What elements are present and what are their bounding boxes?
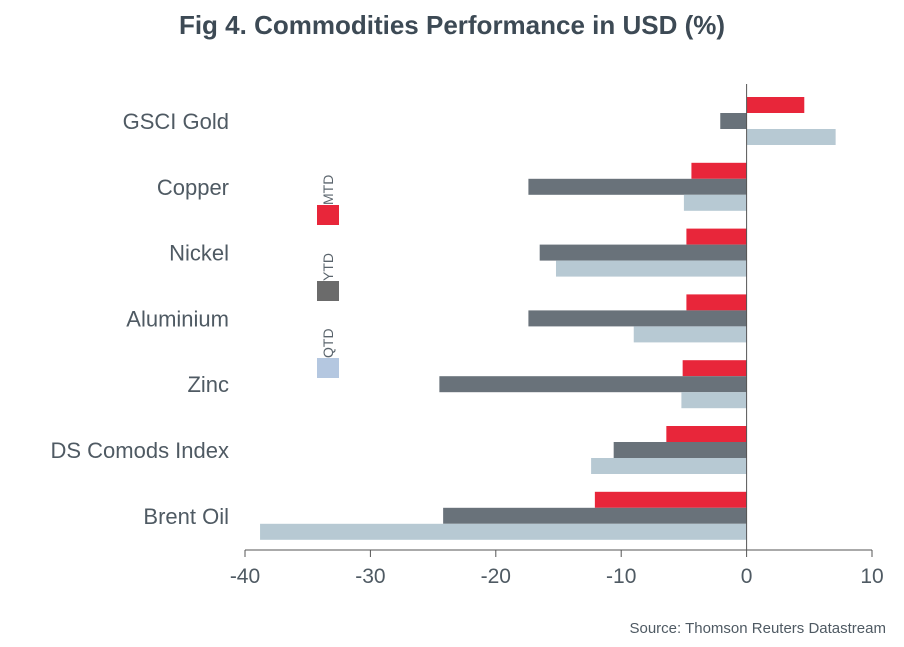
bar-ytd-brent-oil [443,507,747,524]
bar-ytd-aluminium [528,310,747,327]
category-label: Nickel [169,241,229,266]
legend-label-ytd: YTD [320,253,336,281]
legend-label-mtd: MTD [320,175,336,205]
x-tick-label: 0 [741,565,753,588]
bar-mtd-aluminium [686,294,747,311]
bar-qtd-aluminium [633,326,747,343]
x-tick-label: -20 [481,565,511,588]
bar-mtd-gsci-gold [746,97,805,113]
bar-ytd-nickel [539,244,747,261]
bar-mtd-nickel [686,228,747,245]
category-label: Aluminium [126,306,229,331]
legend-swatch-ytd [317,281,339,301]
x-tick-label: -30 [355,565,385,588]
bar-mtd-zinc [682,360,747,377]
bar-ytd-zinc [439,376,747,393]
category-label: DS Comods Index [50,438,229,463]
bar-qtd-copper [683,194,747,211]
bar-mtd-ds-comods-index [666,426,747,442]
x-tick-label: 10 [860,565,883,588]
category-label: GSCI Gold [123,109,229,134]
bar-mtd-brent-oil [594,491,747,508]
bar-ytd-copper [528,178,747,195]
bar-ytd-ds-comods-index [613,442,747,458]
legend-swatch-mtd [317,205,339,225]
chart-title: Fig 4. Commodities Performance in USD (%… [178,10,726,40]
x-tick-label: -40 [230,565,260,588]
category-label: Brent Oil [143,504,229,529]
x-tick-label: -10 [606,565,636,588]
bar-qtd-gsci-gold [746,129,836,145]
bar-qtd-zinc [681,392,747,409]
bar-mtd-copper [691,162,747,179]
legend-label-qtd: QTD [320,328,336,358]
legend-swatch-qtd [317,358,339,378]
bar-qtd-ds-comods-index [591,458,747,474]
source-note: Source: Thomson Reuters Datastream [629,620,886,637]
bar-qtd-brent-oil [260,523,747,540]
bar-ytd-gsci-gold [720,113,747,129]
bar-qtd-nickel [555,260,747,277]
category-label: Zinc [187,372,229,397]
category-label: Copper [157,175,229,200]
